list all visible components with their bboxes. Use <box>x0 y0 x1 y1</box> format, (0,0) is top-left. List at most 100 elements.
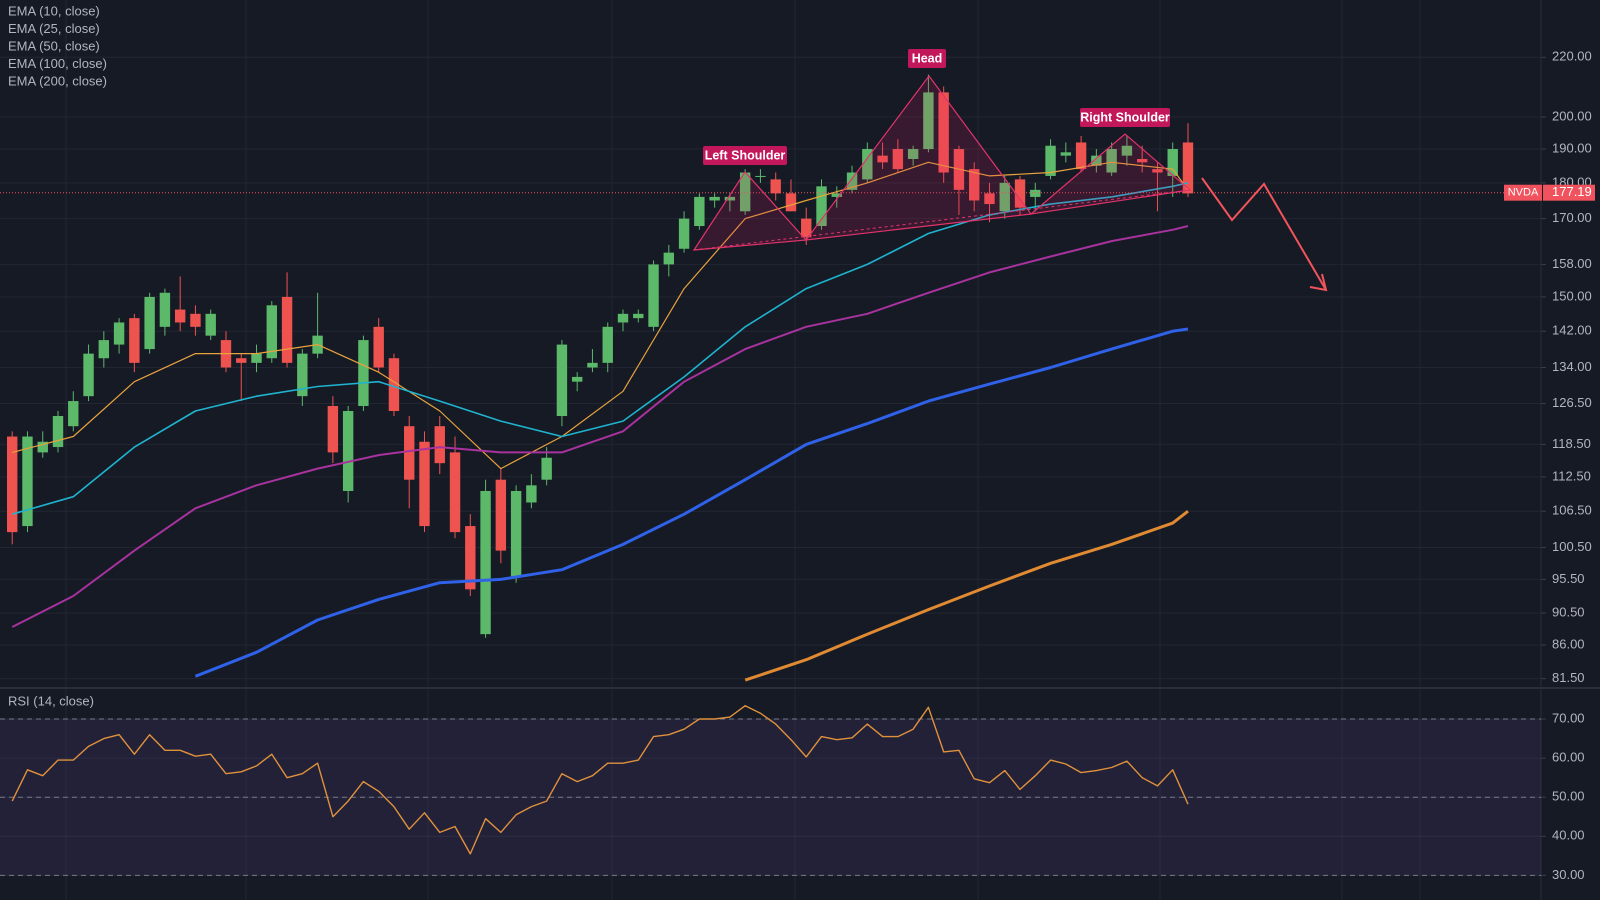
candle-body <box>480 490 491 635</box>
candle-body <box>755 175 766 177</box>
candle-body <box>449 452 461 533</box>
y-tick-label: 190.00 <box>1552 140 1592 155</box>
candle-body <box>770 179 781 194</box>
annotation: Head <box>912 51 943 65</box>
candle-body <box>1121 145 1133 156</box>
y-tick-label: 70.00 <box>1552 710 1585 725</box>
y-tick-label: 106.50 <box>1552 503 1592 518</box>
candle-body <box>923 92 934 150</box>
symbol-tag <box>1504 184 1542 201</box>
candle-body <box>602 326 613 363</box>
candle-body <box>83 353 94 397</box>
candle-body <box>342 410 354 491</box>
candle-body <box>510 490 522 577</box>
candle-body <box>938 92 949 173</box>
candle-body <box>969 169 980 201</box>
candle-body <box>22 436 33 527</box>
candle-body <box>526 485 537 503</box>
candle-body <box>1045 145 1056 176</box>
price-tag <box>1543 184 1595 201</box>
y-tick-label: 142.00 <box>1552 323 1592 338</box>
candle-body <box>190 313 201 327</box>
candle-body <box>1136 158 1148 163</box>
candle-body <box>739 172 751 212</box>
y-tick-label: 50.00 <box>1552 789 1585 804</box>
arrow-head <box>1309 273 1328 292</box>
series-line <box>194 327 1189 678</box>
candle-body <box>266 305 277 359</box>
candle-body <box>465 526 476 590</box>
series-line <box>12 161 1189 470</box>
annotation-box <box>703 146 787 165</box>
candle-body <box>831 193 842 197</box>
symbol-label: NVDA <box>1508 187 1539 199</box>
y-tick-label: 90.50 <box>1552 605 1585 620</box>
legend-entry: RSI (14, close) <box>8 693 94 708</box>
y-tick-label: 100.50 <box>1552 539 1592 554</box>
y-tick-label: 126.50 <box>1552 395 1592 410</box>
neckline <box>693 189 1191 251</box>
candle-body <box>999 182 1010 212</box>
candle-body <box>801 218 812 238</box>
y-tick-label: 81.50 <box>1552 670 1585 685</box>
rsi-pane <box>0 705 1541 876</box>
y-tick-label: 200.00 <box>1552 108 1592 123</box>
y-tick-label: 60.00 <box>1552 750 1585 765</box>
projection-arrow <box>1201 177 1328 292</box>
y-tick-label: 95.50 <box>1552 571 1585 586</box>
candle-body <box>1014 179 1026 208</box>
candle-body <box>159 292 171 327</box>
y-tick-label: 158.00 <box>1552 256 1592 271</box>
y-tick-label: 86.00 <box>1552 636 1585 651</box>
legend-entry: EMA (100, close) <box>8 56 107 71</box>
candle-body <box>678 218 690 249</box>
candle-body <box>1182 142 1194 194</box>
candle-body <box>541 457 552 480</box>
legend-entry: EMA (200, close) <box>8 73 107 88</box>
candle-body <box>419 441 430 527</box>
candle-body <box>1106 149 1117 173</box>
candle-body <box>571 376 583 382</box>
candle-body <box>297 353 308 397</box>
y-tick-label: 112.50 <box>1552 468 1591 483</box>
legend-entry: EMA (25, close) <box>8 21 100 36</box>
candle-body <box>556 344 568 417</box>
pattern-triangle <box>1029 133 1192 215</box>
candle-body <box>434 426 445 464</box>
series-line <box>11 225 1189 628</box>
candle-body <box>37 441 48 453</box>
candle-body <box>694 196 705 227</box>
series-line <box>744 510 1189 682</box>
candle-body <box>495 479 507 551</box>
candle-body <box>816 186 827 227</box>
candle-body <box>205 313 216 336</box>
label-layer: 220.00200.00190.00180.00170.00158.00150.… <box>8 3 1595 882</box>
annotation: Left Shoulder <box>705 148 786 162</box>
head-and-shoulders-pattern: Left Shoulder Head Right Shoulder <box>692 49 1192 251</box>
candle-body <box>1075 142 1087 170</box>
candle-body <box>877 155 888 163</box>
annotation-box <box>908 49 946 68</box>
y-tick-label: 40.00 <box>1552 828 1585 843</box>
candle-body <box>327 406 339 453</box>
candle-body <box>404 426 415 480</box>
candle-body <box>862 149 873 180</box>
candle-body <box>709 196 720 201</box>
pattern-triangle <box>804 74 1033 241</box>
candle-body <box>98 340 110 359</box>
candle-body <box>68 401 79 427</box>
y-tick-label: 134.00 <box>1552 359 1592 374</box>
y-tick-label: 150.00 <box>1552 288 1592 303</box>
candle-body <box>1030 189 1041 197</box>
candle-body <box>7 436 18 533</box>
candle-body <box>251 353 262 363</box>
y-tick-label: 118.50 <box>1552 436 1591 451</box>
annotation-box <box>1080 108 1170 127</box>
legend-entry: EMA (10, close) <box>8 3 100 18</box>
pattern-triangle <box>692 171 808 251</box>
candle-body <box>846 172 858 190</box>
candle-body <box>1167 149 1178 176</box>
candle-body <box>236 358 247 363</box>
candle-body <box>388 358 400 411</box>
